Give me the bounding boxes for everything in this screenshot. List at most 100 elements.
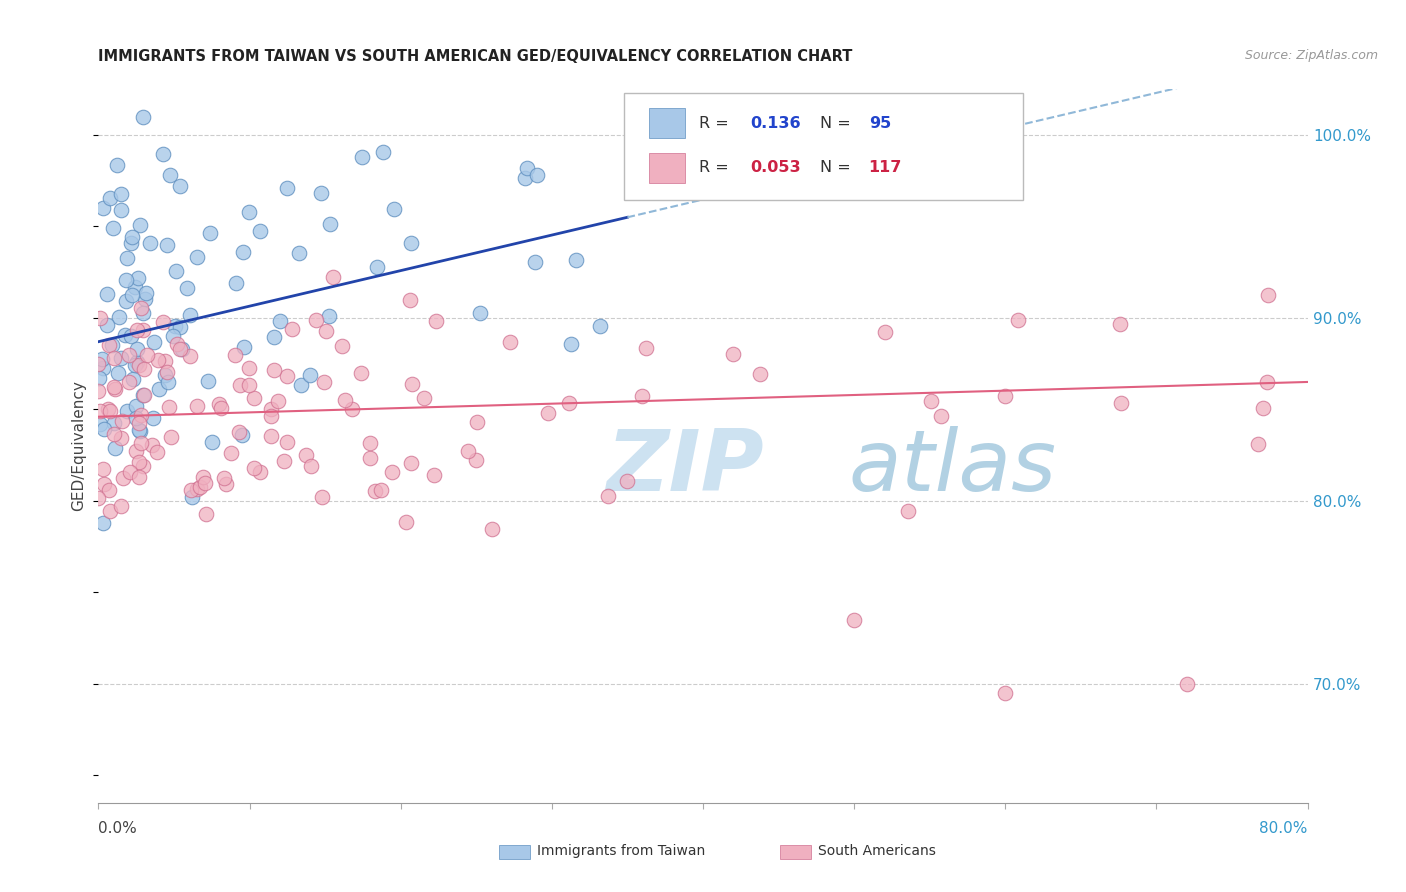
Point bbox=[96, 401, 118, 416]
Point bbox=[120, 465, 142, 479]
Text: Immigrants from Taiwan: Immigrants from Taiwan bbox=[537, 844, 706, 858]
Point bbox=[132, 362, 155, 376]
Text: atlas: atlas bbox=[848, 425, 1056, 509]
Point bbox=[120, 328, 142, 343]
Point bbox=[186, 482, 208, 496]
Point bbox=[315, 324, 337, 338]
Point bbox=[111, 414, 134, 428]
Point bbox=[425, 314, 447, 328]
Point bbox=[263, 329, 285, 343]
Point bbox=[129, 301, 152, 315]
Point bbox=[128, 455, 150, 469]
Text: 95: 95 bbox=[869, 116, 891, 131]
Point bbox=[156, 376, 179, 390]
Point bbox=[118, 347, 141, 361]
Point bbox=[333, 392, 356, 407]
Point bbox=[157, 401, 180, 415]
Point bbox=[201, 434, 224, 449]
Point bbox=[156, 238, 179, 252]
Point bbox=[359, 450, 381, 465]
Point bbox=[91, 201, 114, 215]
Point bbox=[209, 401, 232, 416]
Point bbox=[1007, 313, 1029, 327]
Point bbox=[186, 400, 208, 414]
Text: IMMIGRANTS FROM TAIWAN VS SOUTH AMERICAN GED/EQUIVALENCY CORRELATION CHART: IMMIGRANTS FROM TAIWAN VS SOUTH AMERICAN… bbox=[98, 49, 853, 64]
Point bbox=[179, 308, 201, 322]
Point bbox=[526, 168, 548, 182]
Point bbox=[238, 361, 260, 376]
Point bbox=[468, 306, 491, 320]
Point bbox=[155, 368, 177, 382]
Point bbox=[260, 429, 283, 443]
Point bbox=[537, 406, 560, 420]
Point bbox=[259, 402, 281, 417]
Point bbox=[87, 384, 110, 398]
Point bbox=[152, 315, 174, 329]
Point bbox=[91, 360, 114, 375]
Point bbox=[125, 410, 148, 425]
Point bbox=[399, 236, 422, 251]
Point bbox=[105, 158, 128, 172]
Point bbox=[122, 372, 145, 386]
Point bbox=[159, 169, 181, 183]
Point bbox=[128, 423, 150, 437]
Point bbox=[238, 378, 260, 392]
Point bbox=[465, 453, 488, 467]
Text: 117: 117 bbox=[869, 161, 903, 175]
Point bbox=[107, 366, 129, 380]
Point bbox=[920, 394, 942, 409]
Point bbox=[142, 411, 165, 425]
Y-axis label: GED/Equivalency: GED/Equivalency bbox=[72, 381, 87, 511]
Point bbox=[169, 342, 191, 356]
Point bbox=[401, 456, 423, 470]
Point bbox=[180, 483, 202, 498]
FancyBboxPatch shape bbox=[648, 109, 685, 138]
Point bbox=[319, 217, 342, 231]
Point bbox=[423, 468, 446, 483]
Point bbox=[295, 448, 318, 462]
Point bbox=[276, 181, 298, 195]
Point bbox=[224, 348, 246, 362]
Point bbox=[299, 368, 322, 383]
Point bbox=[128, 416, 150, 430]
Text: 0.0%: 0.0% bbox=[98, 821, 138, 836]
Point bbox=[844, 613, 866, 627]
FancyBboxPatch shape bbox=[648, 153, 685, 183]
Text: Source: ZipAtlas.com: Source: ZipAtlas.com bbox=[1244, 49, 1378, 62]
Point bbox=[114, 328, 136, 343]
Point bbox=[135, 285, 157, 300]
Point bbox=[186, 250, 208, 264]
Point bbox=[141, 437, 163, 451]
Point bbox=[231, 427, 253, 442]
Point bbox=[267, 394, 290, 409]
Point bbox=[288, 245, 311, 260]
Point bbox=[118, 375, 141, 389]
Point bbox=[124, 444, 146, 458]
Point bbox=[994, 686, 1017, 700]
Point bbox=[104, 441, 127, 455]
Point bbox=[155, 354, 177, 368]
FancyBboxPatch shape bbox=[624, 93, 1024, 200]
Point bbox=[103, 427, 125, 442]
Point bbox=[176, 280, 198, 294]
Point bbox=[457, 444, 479, 458]
Point bbox=[124, 399, 146, 413]
Point bbox=[166, 337, 188, 351]
Point bbox=[191, 469, 214, 483]
Point bbox=[260, 409, 283, 424]
Point bbox=[636, 341, 658, 355]
Point bbox=[395, 515, 418, 529]
Point bbox=[97, 483, 120, 497]
Point bbox=[115, 251, 138, 265]
Point bbox=[103, 351, 125, 366]
Point bbox=[89, 417, 111, 431]
Point bbox=[93, 422, 115, 436]
Point bbox=[290, 377, 312, 392]
Point bbox=[110, 187, 132, 202]
Point bbox=[128, 358, 150, 372]
Point bbox=[165, 264, 187, 278]
Point bbox=[249, 224, 271, 238]
Point bbox=[598, 489, 620, 503]
Point bbox=[117, 404, 139, 418]
Point bbox=[242, 391, 264, 405]
